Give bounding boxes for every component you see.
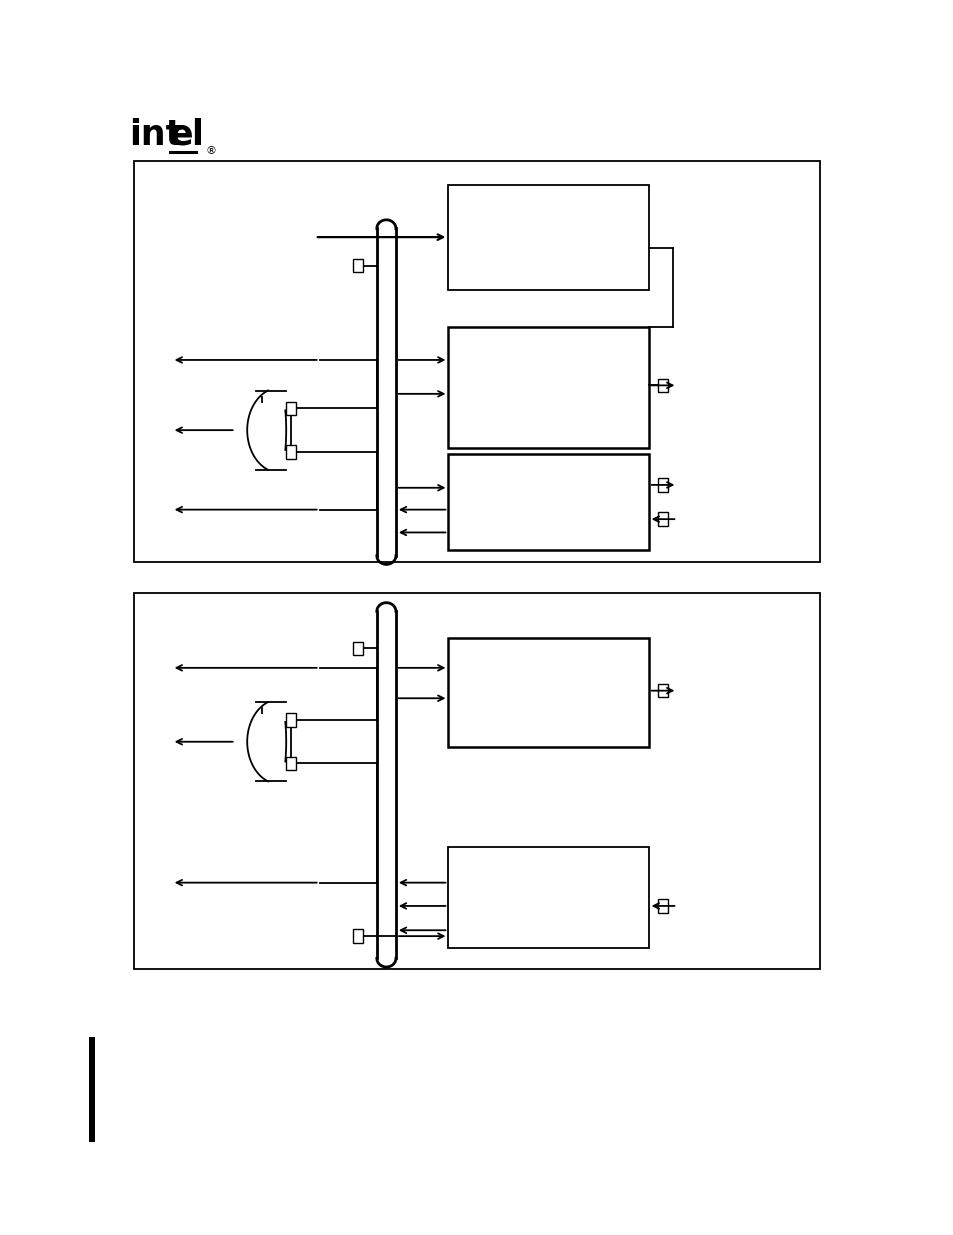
Bar xyxy=(657,478,667,492)
Bar xyxy=(448,185,648,290)
Text: l: l xyxy=(191,117,202,152)
Bar xyxy=(448,327,648,448)
Bar xyxy=(448,638,648,747)
Bar xyxy=(448,847,648,948)
Bar xyxy=(89,1037,95,1142)
Bar xyxy=(657,379,667,393)
Bar xyxy=(352,258,362,272)
Bar xyxy=(352,929,362,944)
Bar xyxy=(286,401,295,415)
Bar xyxy=(133,593,820,969)
Bar xyxy=(286,445,295,458)
Bar xyxy=(286,714,295,726)
Bar xyxy=(286,757,295,771)
Text: ®: ® xyxy=(205,146,216,156)
Bar xyxy=(352,642,362,655)
Bar xyxy=(657,899,667,913)
Bar xyxy=(657,684,667,698)
Bar xyxy=(657,513,667,526)
Bar xyxy=(133,161,820,562)
Text: int: int xyxy=(129,117,182,152)
Text: e: e xyxy=(170,117,193,152)
Bar xyxy=(448,454,648,550)
